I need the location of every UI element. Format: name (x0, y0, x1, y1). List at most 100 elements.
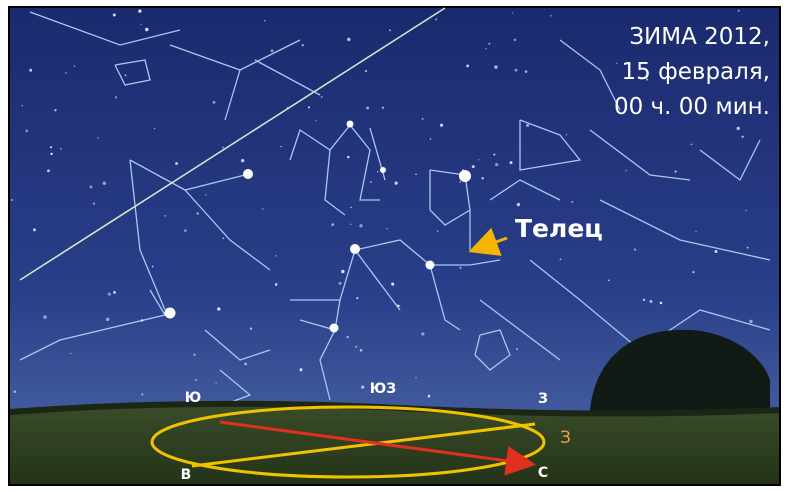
faint-star (485, 48, 486, 49)
faint-star (435, 18, 437, 20)
faint-star (366, 106, 369, 109)
faint-star (141, 393, 143, 395)
direction-label: ЮЗ (370, 381, 396, 397)
faint-star (350, 207, 351, 208)
faint-star (193, 354, 195, 356)
faint-star (125, 74, 127, 76)
faint-star (356, 297, 358, 299)
faint-star (275, 255, 276, 256)
faint-star (395, 182, 398, 185)
faint-star (237, 399, 238, 400)
faint-star (347, 38, 351, 42)
faint-star (515, 69, 518, 72)
faint-star (691, 143, 693, 145)
faint-star (115, 96, 117, 98)
caption-line: 15 февраля, (622, 59, 771, 85)
faint-star (466, 64, 469, 67)
faint-star (106, 318, 109, 321)
faint-star (217, 307, 220, 310)
faint-star (389, 29, 391, 31)
faint-star (70, 353, 71, 354)
faint-star (493, 154, 495, 156)
faint-star (275, 283, 278, 286)
star (165, 308, 176, 319)
faint-star (138, 10, 141, 13)
faint-star (361, 385, 364, 388)
faint-star (339, 282, 342, 285)
faint-star (365, 70, 367, 72)
faint-star (514, 39, 516, 41)
faint-star (196, 212, 199, 215)
faint-star (415, 174, 416, 175)
faint-star (660, 302, 663, 305)
faint-star (280, 146, 281, 147)
faint-star (25, 129, 28, 132)
faint-star (714, 250, 717, 253)
direction-label: С (538, 465, 548, 481)
faint-star (692, 271, 694, 273)
faint-star (566, 134, 567, 135)
faint-star (213, 101, 216, 104)
faint-star (422, 118, 424, 120)
faint-star (459, 267, 461, 269)
faint-star (650, 300, 653, 303)
faint-star (377, 171, 378, 172)
faint-star (355, 346, 357, 348)
faint-star (437, 230, 438, 231)
faint-star (397, 305, 400, 308)
faint-star (634, 248, 636, 250)
faint-star (625, 170, 626, 171)
faint-star (65, 72, 66, 73)
faint-star (341, 270, 345, 274)
faint-star (140, 24, 141, 25)
faint-star (331, 223, 334, 226)
faint-star (526, 124, 529, 127)
faint-star (391, 283, 394, 286)
faint-star (316, 120, 317, 121)
direction-label: Ю (185, 390, 201, 406)
faint-star (103, 182, 106, 185)
faint-star (60, 148, 62, 150)
faint-star (386, 228, 387, 229)
faint-star (33, 228, 36, 231)
faint-star (608, 279, 610, 281)
faint-star (737, 127, 740, 130)
west-marker: З (560, 428, 571, 448)
faint-star (262, 208, 263, 209)
faint-star (108, 292, 111, 295)
faint-star (271, 49, 274, 52)
faint-star (382, 107, 384, 109)
faint-star (472, 165, 475, 168)
faint-star (347, 156, 349, 158)
faint-star (517, 203, 520, 206)
caption-line: ЗИМА 2012, (629, 24, 770, 50)
faint-star (222, 147, 224, 149)
faint-star (749, 320, 752, 323)
faint-star (747, 247, 749, 249)
faint-star (643, 299, 645, 301)
caption-line: 00 ч. 00 мин. (614, 94, 770, 120)
faint-star (360, 349, 363, 352)
faint-star (421, 332, 424, 335)
faint-star (29, 69, 32, 72)
star (330, 324, 339, 333)
faint-star (89, 185, 92, 188)
faint-star (154, 128, 155, 129)
faint-star (299, 368, 302, 371)
faint-star (430, 138, 432, 140)
faint-star (175, 162, 178, 165)
faint-star (141, 319, 144, 322)
faint-star (93, 203, 95, 205)
faint-star (481, 177, 483, 179)
faint-star (525, 70, 528, 73)
faint-star (560, 258, 562, 260)
faint-star (516, 348, 518, 350)
faint-star (244, 363, 247, 366)
faint-star (321, 96, 323, 98)
faint-star (11, 199, 13, 201)
faint-star (495, 163, 498, 166)
faint-star (488, 43, 490, 45)
faint-star (250, 327, 252, 329)
faint-star (478, 159, 479, 160)
faint-star (459, 181, 460, 182)
